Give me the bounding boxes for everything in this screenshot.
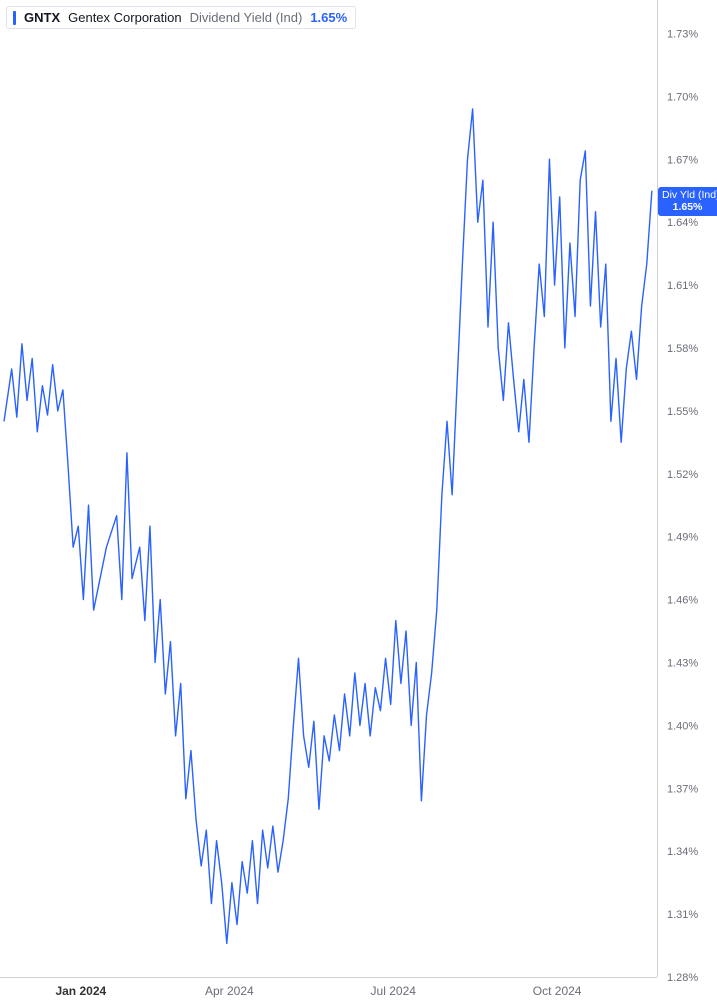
- dividend-yield-chart[interactable]: 1.28% 1.31% 1.34% 1.37% 1.40% 1.43% 1.46% 1.49%…: [0, 0, 717, 1005]
- y-tick-label: 1.40%: [667, 720, 698, 732]
- y-tick-label: 1.58%: [667, 343, 698, 355]
- y-tick-label: 1.73%: [667, 28, 698, 40]
- legend-ticker: GNTX: [24, 10, 60, 25]
- y-tick-label: 1.70%: [667, 91, 698, 103]
- y-tick-label: 1.55%: [667, 406, 698, 418]
- chart-legend[interactable]: GNTX Gentex Corporation Dividend Yield (…: [6, 6, 356, 29]
- legend-metric: Dividend Yield (Ind): [190, 10, 303, 25]
- y-tick-label: 1.28%: [667, 972, 698, 984]
- y-tick-label: 1.37%: [667, 783, 698, 795]
- y-tick-label: 1.67%: [667, 154, 698, 166]
- legend-company-name: Gentex Corporation: [68, 10, 181, 25]
- price-tag-label: Div Yld (Ind): [662, 190, 713, 202]
- x-tick-label: Apr 2024: [205, 984, 254, 998]
- y-tick-label: 1.64%: [667, 217, 698, 229]
- y-tick-label: 1.61%: [667, 280, 698, 292]
- price-tag-value: 1.65%: [662, 202, 713, 214]
- x-tick-label: Jan 2024: [55, 984, 106, 998]
- y-tick-label: 1.43%: [667, 657, 698, 669]
- legend-value: 1.65%: [310, 10, 347, 25]
- y-tick-label: 1.49%: [667, 532, 698, 544]
- y-tick-label: 1.52%: [667, 469, 698, 481]
- x-tick-label: Jul 2024: [371, 984, 417, 998]
- dividend-yield-series: [4, 109, 652, 944]
- price-axis-tag: Div Yld (Ind) 1.65%: [658, 187, 717, 216]
- legend-accent-bar: [13, 11, 16, 25]
- x-tick-label: Oct 2024: [533, 984, 582, 998]
- y-tick-label: 1.46%: [667, 595, 698, 607]
- y-tick-label: 1.31%: [667, 909, 698, 921]
- y-tick-label: 1.34%: [667, 846, 698, 858]
